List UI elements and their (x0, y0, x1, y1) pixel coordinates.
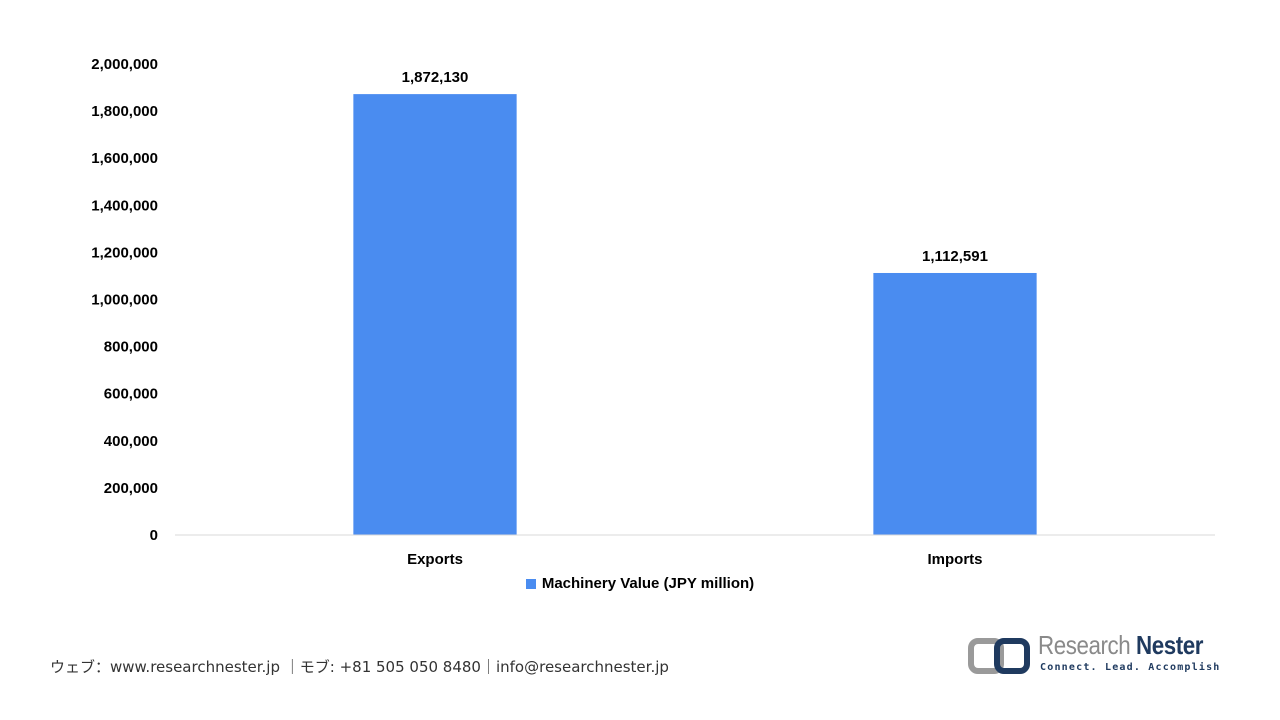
legend-swatch (525, 578, 536, 589)
footer-contact: ウェブ：www.researchnester.jp ｜モブ: +81 505 0… (50, 658, 669, 676)
legend-label: Machinery Value (JPY million) (541, 575, 755, 592)
y-tick-label: 2,000,000 (91, 56, 158, 73)
x-tick-label: Imports (927, 551, 982, 568)
data-label: 1,112,591 (922, 248, 988, 265)
x-tick-label: Exports (407, 551, 463, 568)
logo-tagline: Connect. Lead. Accomplish (1040, 662, 1221, 673)
legend: Machinery Value (JPY million) (0, 575, 1280, 592)
y-tick-label: 0 (150, 527, 158, 544)
y-tick-label: 1,400,000 (91, 197, 158, 214)
logo-name-research: Research (1038, 630, 1131, 660)
y-tick-label: 200,000 (104, 480, 158, 497)
bars: 1,872,130 1,112,591 (353, 69, 1037, 535)
research-nester-logo: Research Nester Connect. Lead. Accomplis… (968, 630, 1221, 678)
y-tick-label: 1,600,000 (91, 150, 158, 167)
bar (353, 94, 517, 535)
logo-name: Research Nester (1038, 630, 1204, 661)
data-label: 1,872,130 (402, 69, 469, 86)
y-axis: 0 200,000 400,000 600,000 800,000 1,000,000 1,… (91, 56, 158, 544)
y-tick-label: 1,200,000 (91, 244, 158, 261)
y-tick-label: 1,800,000 (91, 103, 158, 120)
logo-mark-icon (968, 638, 1030, 674)
y-tick-label: 1,000,000 (91, 292, 158, 309)
x-axis: Exports Imports (175, 534, 1215, 568)
bar-chart: 0 200,000 400,000 600,000 800,000 1,000,000 1,… (91, 56, 1215, 568)
bar (873, 272, 1037, 535)
y-tick-label: 400,000 (104, 433, 158, 450)
y-tick-label: 800,000 (104, 339, 158, 356)
y-tick-label: 600,000 (104, 386, 158, 403)
logo-name-nester: Nester (1136, 630, 1204, 660)
